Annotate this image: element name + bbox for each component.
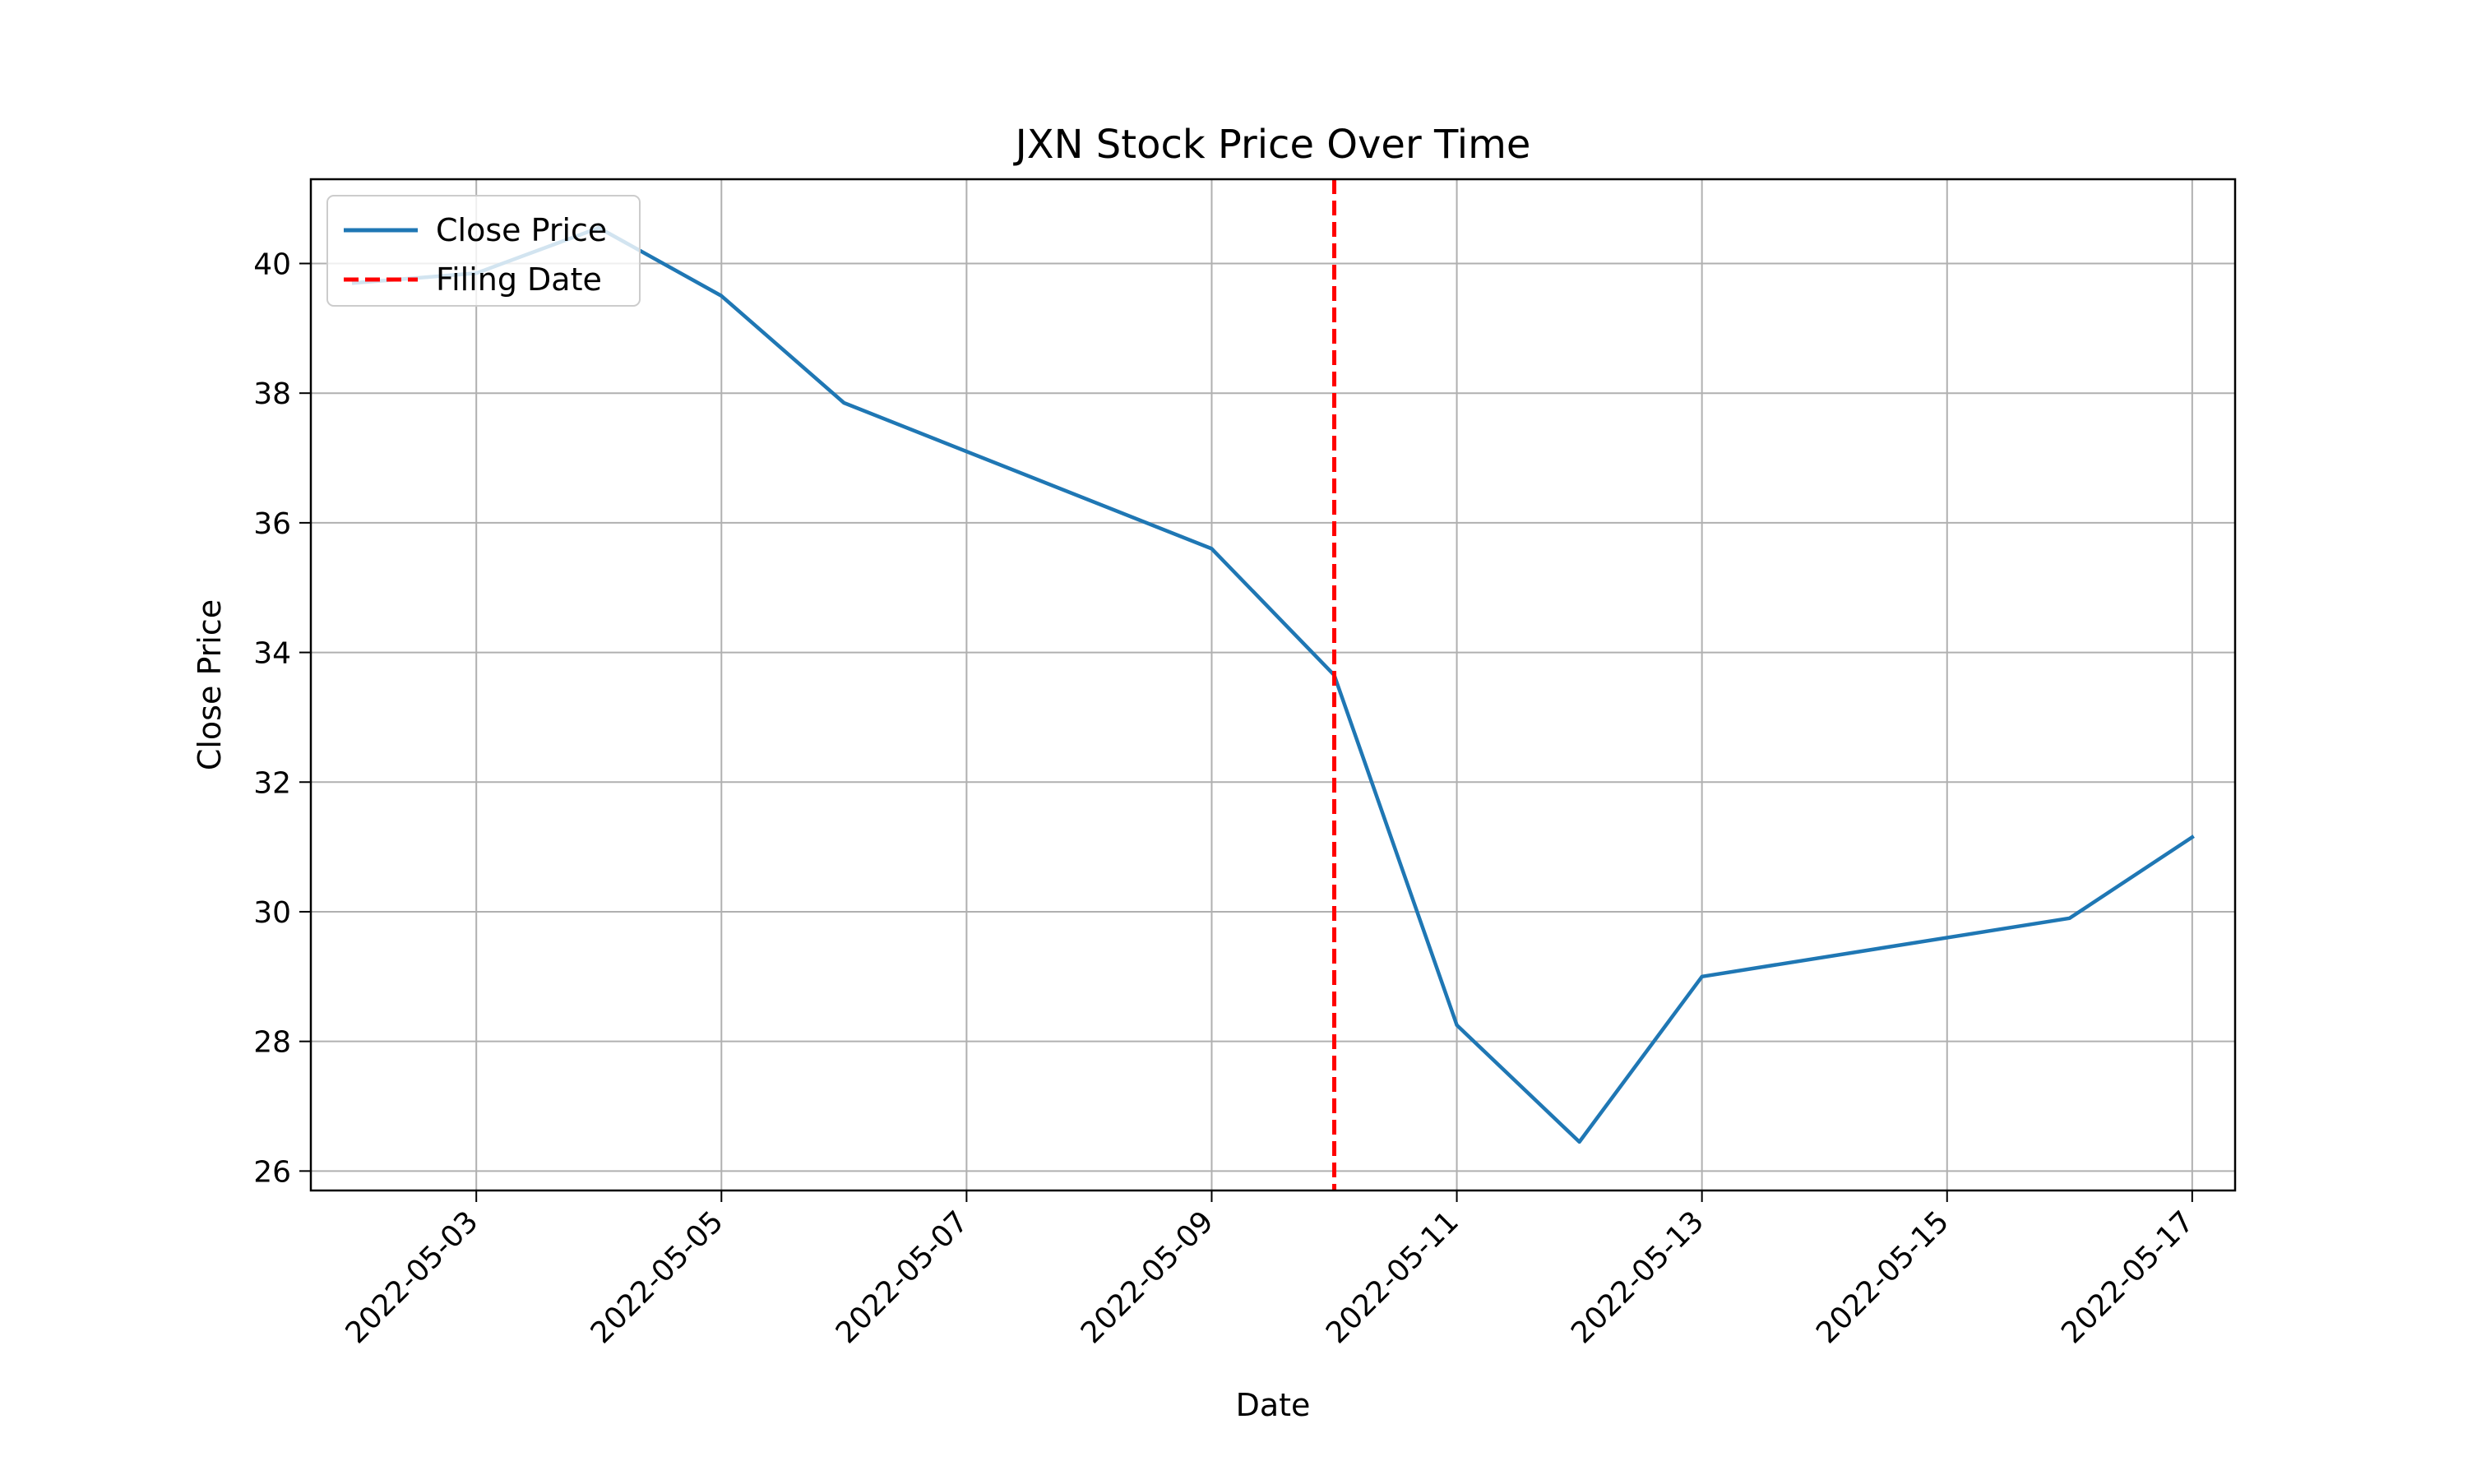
- y-axis-label: Close Price: [192, 599, 228, 770]
- y-tick-label: 36: [253, 507, 291, 541]
- legend-label-filing-date: Filing Date: [436, 261, 602, 298]
- y-tick-label: 40: [253, 248, 291, 282]
- legend-label-close-price: Close Price: [436, 212, 607, 248]
- x-axis-label: Date: [1236, 1387, 1311, 1423]
- y-tick-label: 30: [253, 896, 291, 930]
- y-tick-label: 32: [253, 766, 291, 800]
- chart-title: JXN Stock Price Over Time: [1013, 122, 1531, 168]
- legend: Close Price Filing Date: [327, 196, 640, 306]
- y-tick-label: 26: [253, 1155, 291, 1189]
- y-tick-label: 28: [253, 1026, 291, 1060]
- y-tick-label: 34: [253, 637, 291, 671]
- y-tick-label: 38: [253, 377, 291, 411]
